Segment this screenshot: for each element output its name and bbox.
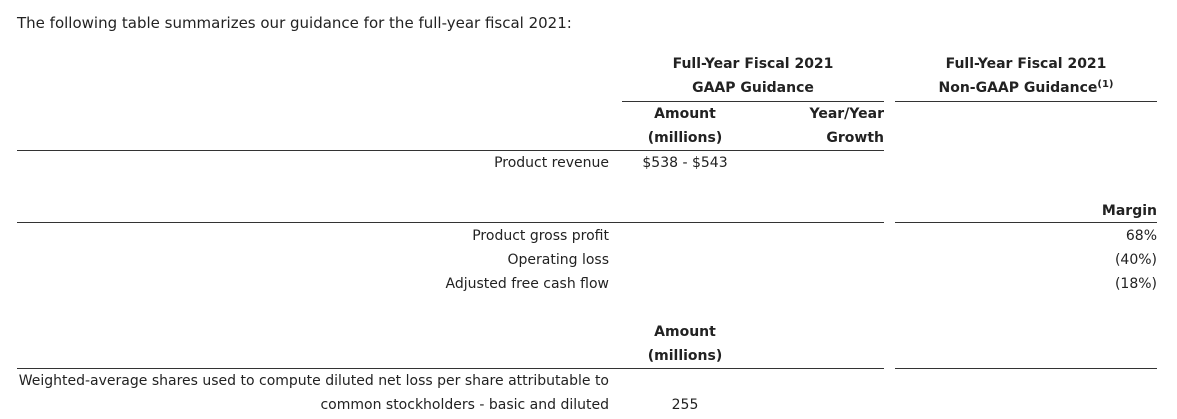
amount-label-1: Amount <box>654 106 716 122</box>
operating-loss-label: Operating loss <box>507 252 610 268</box>
gaap-header-rule <box>622 101 884 102</box>
margin-rule-right <box>895 222 1157 223</box>
nongaap-header-text: Non-GAAP Guidance <box>938 80 1098 96</box>
product-revenue-value: $538 - $543 <box>642 155 728 171</box>
shares-amount-label-1: Amount <box>654 324 716 340</box>
operating-loss-value: (40%) <box>1114 252 1157 268</box>
gaap-header-line2: GAAP Guidance <box>692 80 814 96</box>
nongaap-header-line2: Non-GAAP Guidance(1) <box>895 78 1157 98</box>
gross-profit-value: 68% <box>1125 228 1157 244</box>
free-cash-flow-label: Adjusted free cash flow <box>445 276 610 292</box>
footnote-marker: (1) <box>1097 79 1114 90</box>
amount-label-2: (millions) <box>647 130 723 146</box>
growth-label-1: Year/Year <box>809 106 884 122</box>
margin-label: Margin <box>1101 203 1157 219</box>
revenue-rule <box>17 150 884 151</box>
shares-amount-label-2: (millions) <box>647 348 723 364</box>
intro-text: The following table summarizes our guida… <box>17 14 572 32</box>
gaap-header-line1: Full-Year Fiscal 2021 <box>672 56 834 72</box>
product-revenue-label: Product revenue <box>494 155 609 171</box>
shares-label-line1: Weighted-average shares used to compute … <box>18 373 609 389</box>
shares-rule-right <box>895 368 1157 369</box>
growth-label-2: Growth <box>826 130 884 146</box>
shares-label-line2: common stockholders - basic and diluted <box>320 397 609 413</box>
nongaap-header-rule <box>895 101 1157 102</box>
free-cash-flow-value: (18%) <box>1114 276 1157 292</box>
nongaap-header-line1: Full-Year Fiscal 2021 <box>945 56 1107 72</box>
gross-profit-label: Product gross profit <box>472 228 609 244</box>
margin-rule-left <box>17 222 884 223</box>
shares-rule-left <box>17 368 884 369</box>
shares-value: 255 <box>671 397 699 413</box>
